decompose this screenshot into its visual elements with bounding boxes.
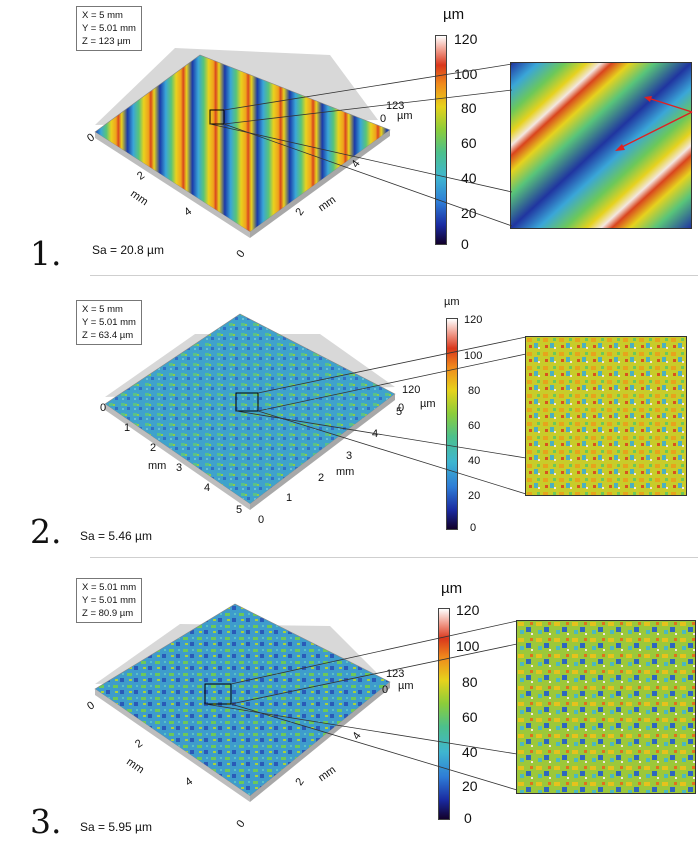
- surface-3d-plot-3: [94, 603, 391, 802]
- colorbar-tick: 20: [468, 490, 481, 502]
- connector-lines-2: [235, 336, 527, 495]
- panel-number: 1.: [30, 234, 62, 273]
- dim-y: Y = 5.01 mm: [82, 595, 136, 606]
- y-tick: 4: [372, 428, 379, 440]
- colorbar-tick: 40: [462, 744, 478, 760]
- surface-3d-plot-2: [104, 313, 396, 510]
- x-tick: 5: [236, 504, 243, 516]
- y-tick: 2: [318, 472, 325, 484]
- z-min-label: 0: [398, 402, 405, 414]
- colorbar-unit: µm: [443, 6, 465, 23]
- z-unit-label: µm: [420, 398, 436, 410]
- colorbar-tick: 40: [468, 455, 481, 467]
- dim-z: Z = 63.4 µm: [82, 330, 134, 341]
- x-tick: 3: [176, 462, 183, 474]
- panel-2: X = 5 mm Y = 5.01 mm Z = 63.4 µm 120 µm …: [0, 282, 700, 557]
- colorbar-tick: 80: [461, 100, 477, 116]
- connector-lines-1: [209, 63, 693, 227]
- dim-z: Z = 123 µm: [82, 36, 131, 47]
- z-max-label: 120: [402, 384, 421, 396]
- y-tick: 5: [396, 406, 403, 418]
- colorbar-tick: 20: [462, 778, 478, 794]
- annotation-arrow: [619, 111, 693, 149]
- colorbar-tick: 60: [468, 420, 481, 432]
- connector-lines-3: [204, 620, 518, 791]
- colorbar-2: [446, 318, 458, 530]
- dimension-box-2: X = 5 mm Y = 5.01 mm Z = 63.4 µm: [76, 300, 142, 345]
- z-min-label: 0: [382, 684, 389, 696]
- z-min-label: 0: [380, 113, 387, 125]
- annotation-arrow: [647, 97, 693, 113]
- panel-3: X = 5.01 mm Y = 5.01 mm Z = 80.9 µm 123 …: [0, 564, 700, 848]
- colorbar-tick: 100: [456, 638, 480, 654]
- z-unit-label: µm: [397, 110, 413, 122]
- divider: [90, 557, 698, 558]
- dim-x: X = 5 mm: [82, 10, 123, 21]
- z-max-label: 123: [386, 668, 405, 680]
- colorbar-tick: 40: [461, 170, 477, 186]
- x-axis-unit: mm: [148, 460, 167, 472]
- dimension-box-3: X = 5.01 mm Y = 5.01 mm Z = 80.9 µm: [76, 578, 143, 623]
- zoom-region-3: [204, 683, 232, 705]
- y-tick: 1: [286, 492, 293, 504]
- panel-number: 2.: [30, 512, 62, 551]
- dim-y: Y = 5.01 mm: [82, 23, 136, 34]
- colorbar-tick: 0: [464, 810, 472, 826]
- panel-number: 3.: [30, 802, 62, 841]
- x-tick: 1: [124, 422, 131, 434]
- colorbar-tick: 120: [456, 602, 480, 618]
- colorbar-tick: 80: [468, 385, 481, 397]
- zoom-region-1: [209, 109, 225, 125]
- colorbar-tick: 0: [461, 236, 469, 252]
- y-axis-unit: mm: [336, 466, 355, 478]
- colorbar-tick: 60: [461, 135, 477, 151]
- annotation-arrow-head: [615, 144, 625, 151]
- x-tick: 0: [100, 402, 107, 414]
- dimension-box-1: X = 5 mm Y = 5.01 mm Z = 123 µm: [76, 6, 142, 51]
- colorbar-tick: 120: [464, 314, 483, 326]
- colorbar-tick: 0: [470, 522, 477, 534]
- colorbar-tick: 120: [454, 31, 478, 47]
- y-tick: 3: [346, 450, 353, 462]
- colorbar-unit: µm: [441, 580, 463, 597]
- annotation-arrow-head: [644, 96, 652, 102]
- zoom-region-2: [235, 392, 259, 412]
- y-tick: 0: [258, 514, 265, 526]
- x-tick: 2: [150, 442, 157, 454]
- zoomed-surface-2: [525, 336, 687, 496]
- zoomed-surface-1: [510, 62, 692, 229]
- colorbar-tick: 100: [454, 66, 478, 82]
- colorbar-unit: µm: [444, 296, 460, 308]
- colorbar-1: [435, 35, 447, 245]
- dim-x: X = 5.01 mm: [82, 582, 137, 593]
- colorbar-tick: 80: [462, 674, 478, 690]
- zoomed-surface-3: [516, 620, 696, 794]
- roughness-sa: Sa = 20.8 µm: [92, 243, 164, 257]
- z-unit-label: µm: [398, 680, 414, 692]
- roughness-sa: Sa = 5.95 µm: [80, 820, 152, 834]
- dim-z: Z = 80.9 µm: [82, 608, 134, 619]
- colorbar-tick: 100: [464, 350, 483, 362]
- panel-1: X = 5 mm Y = 5.01 mm Z = 123 µm 123 0 µm…: [0, 0, 700, 275]
- colorbar-tick: 60: [462, 709, 478, 725]
- x-tick: 4: [204, 482, 211, 494]
- divider: [90, 275, 698, 276]
- roughness-sa: Sa = 5.46 µm: [80, 529, 152, 543]
- dim-x: X = 5 mm: [82, 304, 123, 315]
- dim-y: Y = 5.01 mm: [82, 317, 136, 328]
